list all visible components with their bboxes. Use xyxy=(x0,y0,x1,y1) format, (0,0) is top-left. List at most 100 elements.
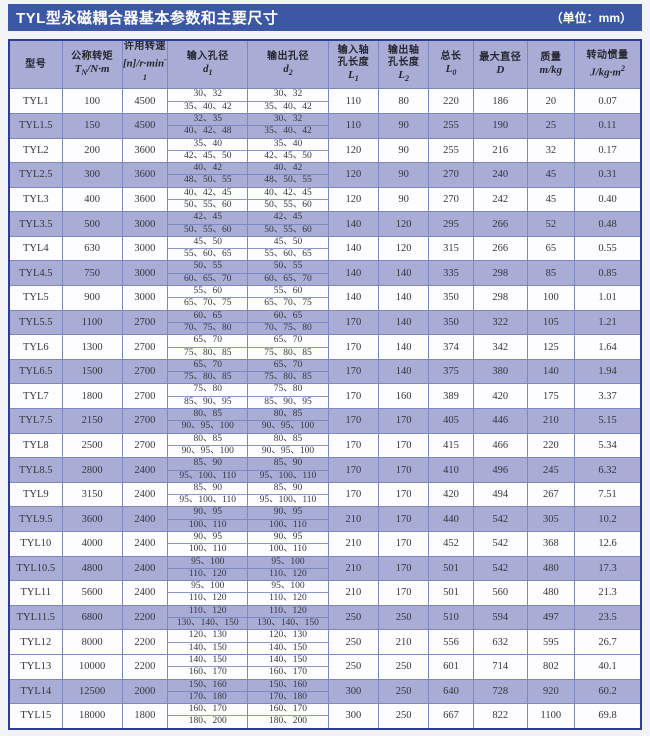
total-length-cell: 640 xyxy=(428,678,474,705)
torque-cell: 1100 xyxy=(61,309,123,336)
inertia-cell: 26.7 xyxy=(574,629,642,655)
model-cell: TYL15 xyxy=(8,703,63,730)
output-shaft-length-cell: 140 xyxy=(378,260,430,287)
torque-cell: 750 xyxy=(61,260,123,287)
torque-cell: 150 xyxy=(61,112,123,139)
input-bore-cell: 95、100 110、120 xyxy=(167,555,249,582)
input-bore-top-value: 30、32 xyxy=(168,90,247,102)
total-length-cell: 415 xyxy=(428,432,474,459)
speed-cell: 4500 xyxy=(121,112,169,139)
input-bore-bottom-value: 40、42、48 xyxy=(183,126,232,137)
input-shaft-length-cell: 250 xyxy=(327,653,380,680)
total-length-cell: 295 xyxy=(428,211,474,237)
output-bore-cell: 80、85 90、95、100 xyxy=(247,432,329,459)
output-bore-bottom-value: 55、60、65 xyxy=(264,249,312,260)
input-shaft-length-cell: 170 xyxy=(327,358,380,385)
input-shaft-length-cell: 140 xyxy=(327,235,380,262)
max-diameter-cell: 298 xyxy=(472,260,528,287)
output-bore-cell: 75、80 85、90、95 xyxy=(247,383,329,410)
speed-cell: 3000 xyxy=(121,285,169,311)
output-bore-cell: 40、42 48、50、55 xyxy=(247,162,329,188)
mass-cell: 25 xyxy=(526,112,576,139)
input-bore-bottom-value: 35、40、42 xyxy=(183,101,232,112)
output-bore-top-value: 110、120 xyxy=(248,606,328,619)
torque-cell: 4000 xyxy=(61,531,123,557)
speed-cell: 2400 xyxy=(121,506,169,532)
input-bore-top-value: 90、95 xyxy=(168,508,247,520)
model-cell: TYL3 xyxy=(8,186,63,213)
page-title: TYL型永磁耦合器基本参数和主要尺寸 xyxy=(16,10,279,27)
output-bore-cell: 80、85 90、95、100 xyxy=(247,408,329,434)
model-cell: TYL11.5 xyxy=(8,604,63,631)
input-bore-bottom-value: 65、70、75 xyxy=(183,298,232,309)
output-bore-bottom-value: 48、50、55 xyxy=(264,175,312,186)
output-bore-top-value: 65、70 xyxy=(248,360,328,373)
input-bore-bottom-value: 75、80、85 xyxy=(183,347,232,358)
speed-cell: 3000 xyxy=(121,260,169,287)
output-shaft-length-cell: 140 xyxy=(378,334,430,360)
input-shaft-length-cell: 250 xyxy=(327,604,380,631)
output-bore-cell: 90、95 100、110 xyxy=(247,506,329,532)
torque-cell: 500 xyxy=(61,211,123,237)
total-length-cell: 440 xyxy=(428,506,474,532)
mass-cell: 85 xyxy=(526,260,576,287)
input-bore-top-value: 42、45 xyxy=(168,213,247,225)
torque-cell: 400 xyxy=(61,186,123,213)
inertia-cell: 1.01 xyxy=(574,285,642,311)
model-cell: TYL6 xyxy=(8,334,63,360)
inertia-cell: 0.07 xyxy=(574,88,642,114)
input-bore-cell: 140、150 160、170 xyxy=(167,653,249,680)
output-shaft-length-cell: 160 xyxy=(378,383,430,410)
max-diameter-cell: 190 xyxy=(472,112,528,139)
inertia-cell: 7.51 xyxy=(574,481,642,508)
model-cell: TYL13 xyxy=(8,653,63,680)
input-bore-bottom-value: 160、170 xyxy=(188,667,227,678)
max-diameter-cell: 466 xyxy=(472,432,528,459)
table-row: TYL8 2500 2700 80、85 90、95、100 80、85 90、… xyxy=(8,432,642,459)
output-shaft-length-cell: 90 xyxy=(378,137,430,164)
table-row: TYL9.5 3600 2400 90、95 100、110 90、95 100… xyxy=(8,506,642,532)
max-diameter-cell: 342 xyxy=(472,334,528,360)
output-bore-cell: 140、150 160、170 xyxy=(247,653,329,680)
speed-cell: 2700 xyxy=(121,309,169,336)
input-bore-top-value: 45、50 xyxy=(168,237,247,250)
input-shaft-length-cell: 210 xyxy=(327,555,380,582)
input-bore-top-value: 95、100 xyxy=(168,582,247,594)
input-bore-cell: 90、95 100、110 xyxy=(167,506,249,532)
input-bore-bottom-value: 75、80、85 xyxy=(183,372,232,383)
output-bore-bottom-value: 50、55、60 xyxy=(264,224,312,235)
total-length-cell: 667 xyxy=(428,703,474,730)
input-bore-bottom-value: 100、110 xyxy=(188,519,227,530)
input-shaft-length-cell: 300 xyxy=(327,703,380,730)
inertia-cell: 3.37 xyxy=(574,383,642,410)
mass-cell: 210 xyxy=(526,408,576,434)
inertia-cell: 21.3 xyxy=(574,580,642,606)
input-bore-cell: 55、60 65、70、75 xyxy=(167,285,249,311)
col-header-mass: 质量 m/kg xyxy=(526,39,576,90)
output-bore-bottom-value: 70、75、80 xyxy=(264,322,312,333)
inertia-cell: 0.11 xyxy=(574,112,642,139)
total-length-cell: 270 xyxy=(428,186,474,213)
mass-cell: 245 xyxy=(526,457,576,483)
speed-cell: 2700 xyxy=(121,432,169,459)
col-header-model: 型号 xyxy=(8,39,63,90)
output-bore-top-value: 150、160 xyxy=(248,680,328,692)
output-bore-bottom-value: 35、40、42 xyxy=(264,126,312,137)
input-bore-top-value: 65、70 xyxy=(168,360,247,373)
output-bore-cell: 85、90 95、100、110 xyxy=(247,457,329,483)
input-bore-top-value: 110、120 xyxy=(168,606,247,619)
input-bore-bottom-value: 90、95、100 xyxy=(181,421,234,432)
input-bore-cell: 90、95 100、110 xyxy=(167,531,249,557)
input-bore-bottom-value: 100、110 xyxy=(188,544,227,555)
table-row: TYL3 400 3600 40、42、45 50、55、60 40、42、45… xyxy=(8,186,642,213)
torque-cell: 3150 xyxy=(61,481,123,508)
mass-cell: 175 xyxy=(526,383,576,410)
input-bore-top-value: 150、160 xyxy=(168,680,247,692)
torque-cell: 900 xyxy=(61,285,123,311)
inertia-cell: 5.15 xyxy=(574,408,642,434)
input-bore-bottom-value: 180、200 xyxy=(188,716,227,727)
output-bore-cell: 40、42、45 50、55、60 xyxy=(247,186,329,213)
output-bore-bottom-value: 95、100、110 xyxy=(259,470,317,481)
input-bore-bottom-value: 48、50、55 xyxy=(183,175,232,186)
